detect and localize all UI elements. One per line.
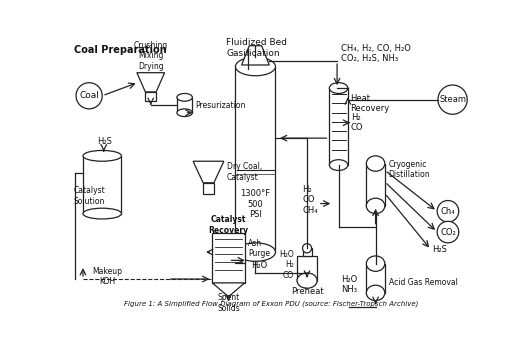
Ellipse shape [177,109,192,117]
Bar [235,67,276,252]
Bar [145,92,156,101]
Text: Cryogenic
Distillation: Cryogenic Distillation [388,160,430,179]
Ellipse shape [83,150,121,161]
Text: H₂S: H₂S [97,138,112,147]
Text: H₂S: H₂S [432,245,447,254]
Bar [203,183,214,194]
Text: Crushing
Mixing
Drying: Crushing Mixing Drying [134,41,168,70]
Polygon shape [193,161,224,183]
Ellipse shape [177,94,192,101]
Bar [213,233,245,283]
Ellipse shape [329,83,348,94]
Text: Coal Preparation: Coal Preparation [74,45,166,54]
Text: Ch₄: Ch₄ [440,207,455,216]
Bar [366,164,385,206]
Text: H₂O: H₂O [251,261,267,270]
Text: Steam: Steam [439,95,466,104]
Text: 1300°F
500
PSI: 1300°F 500 PSI [241,189,270,219]
Text: Catalyst
Recovery: Catalyst Recovery [208,215,249,235]
Text: Ash
Purge: Ash Purge [248,238,270,258]
Bar [297,256,317,281]
Ellipse shape [303,244,312,253]
Circle shape [437,200,459,222]
Text: Figure 1: A Simplified Flow Diagram of Exxon PDU (source: Fischer-Tropsch Archiv: Figure 1: A Simplified Flow Diagram of E… [125,300,419,307]
Bar [177,97,192,113]
Ellipse shape [83,208,121,219]
Polygon shape [213,283,245,297]
Text: H₂O
H₂
CO: H₂O H₂ CO [279,250,294,280]
Text: Fluidized Bed
Gasification: Fluidized Bed Gasification [226,38,287,58]
Circle shape [437,221,459,243]
Ellipse shape [366,285,385,300]
Text: Heat
Recovery: Heat Recovery [350,94,390,113]
Ellipse shape [366,156,385,171]
Ellipse shape [366,198,385,214]
Text: Dry Coal,
Catalyst: Dry Coal, Catalyst [227,162,262,182]
Bar [366,263,385,293]
Ellipse shape [235,57,276,76]
Circle shape [438,85,467,114]
Circle shape [76,83,102,109]
Text: Acid Gas Removal: Acid Gas Removal [388,279,457,287]
Text: H₂
CO
CH₄: H₂ CO CH₄ [303,185,318,215]
Ellipse shape [329,160,348,170]
Ellipse shape [235,243,276,261]
Bar [83,156,121,214]
Ellipse shape [366,256,385,271]
Text: Coal: Coal [79,91,99,100]
Text: Preheat: Preheat [291,287,323,296]
Text: Spent
Solids: Spent Solids [217,293,240,313]
Bar [303,248,312,256]
Text: CO₂: CO₂ [440,228,456,237]
Text: Catalyst
Solution: Catalyst Solution [74,186,105,206]
Polygon shape [137,73,165,92]
Bar [329,88,348,165]
Text: CH₄, H₂, CO, H₂O
CO₂, H₂S, NH₃: CH₄, H₂, CO, H₂O CO₂, H₂S, NH₃ [341,44,411,63]
Ellipse shape [297,273,317,288]
Text: H₂O
NH₃: H₂O NH₃ [341,275,357,294]
Text: Presurization: Presurization [196,101,246,110]
Polygon shape [242,46,269,65]
Text: H₂
CO: H₂ CO [351,113,364,132]
Text: Makeup
KOH: Makeup KOH [93,267,122,287]
